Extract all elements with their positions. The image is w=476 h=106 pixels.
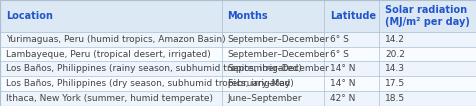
Text: Latitude: Latitude	[329, 11, 376, 21]
Text: Los Baños, Philippines (dry season, subhumid tropics, irrigated): Los Baños, Philippines (dry season, subh…	[6, 79, 293, 88]
Text: Solar radiation
(MJ/m² per day): Solar radiation (MJ/m² per day)	[384, 5, 469, 27]
Bar	[0, 0, 476, 32]
Text: Location: Location	[6, 11, 52, 21]
Text: 20.2: 20.2	[384, 50, 404, 59]
Bar	[0, 76, 476, 91]
Bar	[0, 61, 476, 76]
Text: September–December: September–December	[227, 64, 328, 73]
Text: Los Baños, Philippines (rainy season, subhumid tropics, irrigated): Los Baños, Philippines (rainy season, su…	[6, 64, 301, 73]
Text: 17.5: 17.5	[384, 79, 404, 88]
Bar	[0, 91, 476, 106]
Text: 14.3: 14.3	[384, 64, 404, 73]
Text: June–September: June–September	[227, 94, 301, 103]
Text: Months: Months	[227, 11, 268, 21]
Text: 6° S: 6° S	[329, 35, 348, 44]
Text: 14° N: 14° N	[329, 64, 355, 73]
Bar	[0, 47, 476, 61]
Text: 14.2: 14.2	[384, 35, 404, 44]
Text: Lambayeque, Peru (tropical desert, irrigated): Lambayeque, Peru (tropical desert, irrig…	[6, 50, 210, 59]
Text: February–May: February–May	[227, 79, 290, 88]
Text: 18.5: 18.5	[384, 94, 404, 103]
Bar	[0, 32, 476, 47]
Text: 6° S: 6° S	[329, 50, 348, 59]
Text: Ithaca, New York (summer, humid temperate): Ithaca, New York (summer, humid temperat…	[6, 94, 212, 103]
Text: Yurimaguas, Peru (humid tropics, Amazon Basin): Yurimaguas, Peru (humid tropics, Amazon …	[6, 35, 225, 44]
Text: September–December: September–December	[227, 35, 328, 44]
Text: September–December: September–December	[227, 50, 328, 59]
Text: 14° N: 14° N	[329, 79, 355, 88]
Text: 42° N: 42° N	[329, 94, 355, 103]
